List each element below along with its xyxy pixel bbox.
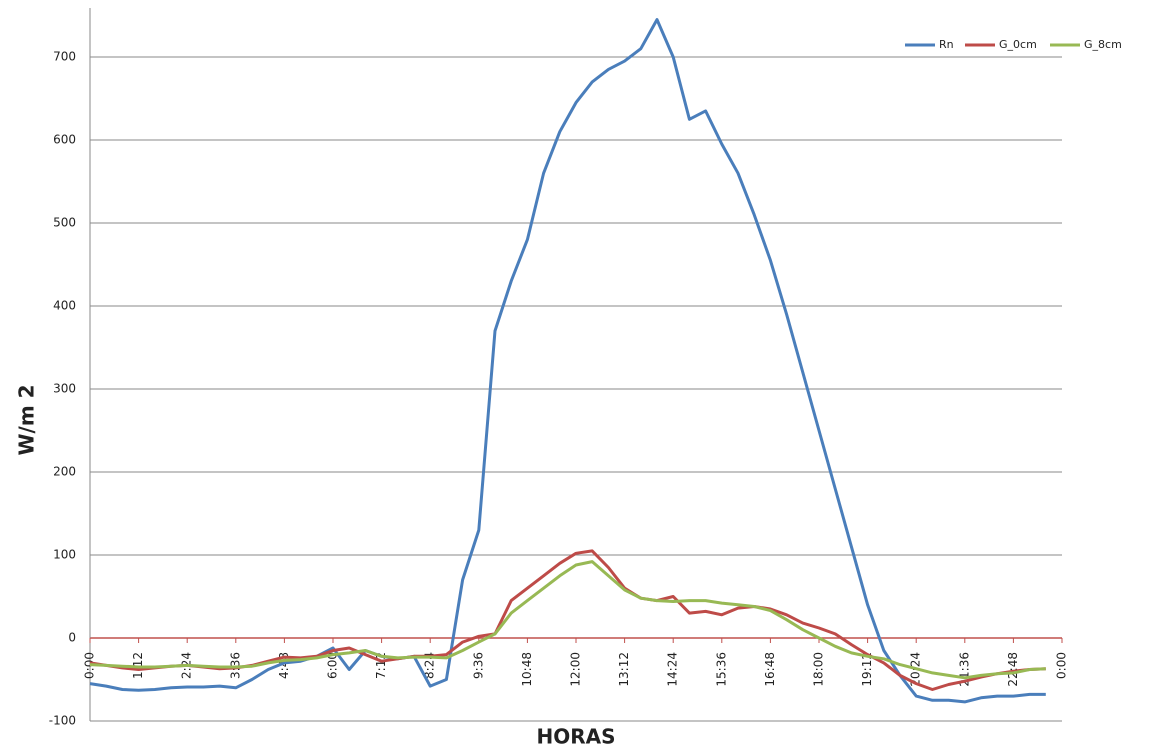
series-line [89, 560, 1046, 680]
x-tick-label: 0:00 [1055, 652, 1069, 679]
series-line [89, 18, 1046, 704]
y-tick-label: 500 [53, 216, 76, 230]
y-tick-label: 0 [68, 631, 76, 645]
y-tick-label: 400 [53, 299, 76, 313]
x-tick-label: 6:00 [326, 652, 340, 679]
y-tick-label: 600 [53, 133, 76, 147]
x-tick-label: 0:00 [83, 652, 97, 679]
x-tick-label: 18:00 [812, 652, 826, 687]
legend-label: Rn [939, 38, 954, 51]
x-tick-label: 16:48 [763, 652, 777, 687]
y-tick-label: 700 [53, 50, 76, 64]
y-tick-label: 100 [53, 548, 76, 562]
x-tick-label: 14:24 [666, 652, 680, 687]
x-tick-label: 22:48 [1006, 652, 1020, 687]
x-tick-label: 12:00 [569, 652, 583, 687]
x-tick-label: 19:12 [860, 652, 874, 687]
legend-label: G_8cm [1084, 38, 1122, 51]
y-tick-label: -100 [49, 714, 76, 728]
x-tick-label: 13:12 [617, 652, 631, 687]
x-tick-label: 10:48 [520, 652, 534, 687]
y-axis-label: W/m 2 [15, 384, 39, 455]
x-axis-label: HORAS [536, 725, 615, 749]
legend-label: G_0cm [999, 38, 1037, 51]
y-tick-label: 300 [53, 382, 76, 396]
x-tick-label: 15:36 [714, 652, 728, 687]
y-tick-label: 200 [53, 465, 76, 479]
x-tick-label: 3:36 [228, 652, 242, 679]
x-tick-label: 9:36 [471, 652, 485, 679]
